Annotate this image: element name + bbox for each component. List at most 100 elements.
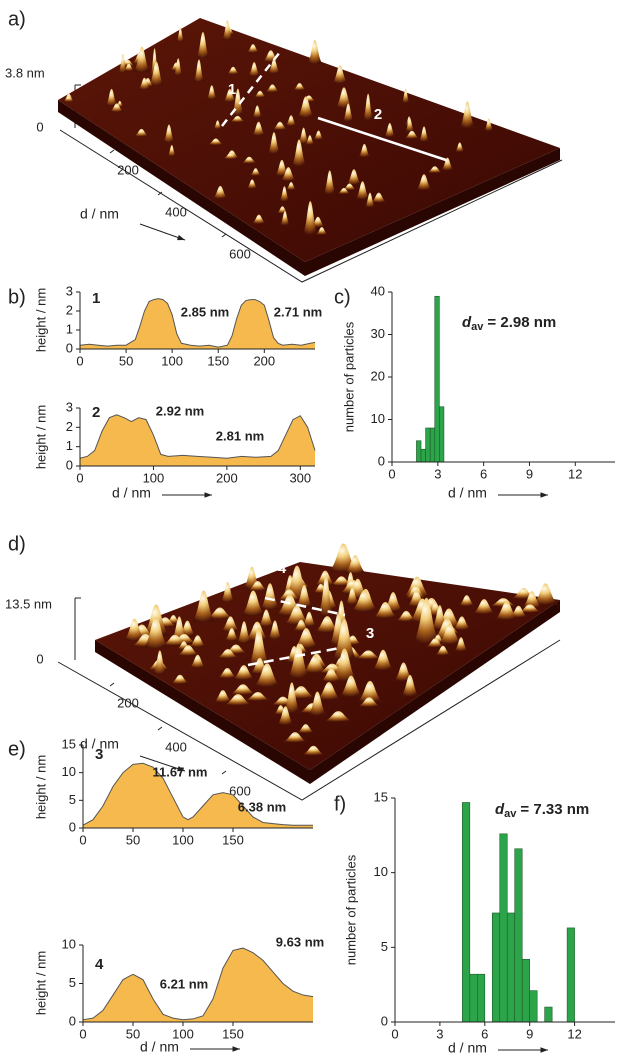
y-axis-label: height / nm: [33, 755, 48, 819]
surface-bump: [264, 84, 281, 93]
surface-bump: [220, 616, 241, 632]
surface-bump: [313, 130, 325, 140]
tick-label: 200: [117, 695, 139, 710]
x-tick-label: 0: [79, 832, 86, 847]
y-tick-label: 15: [62, 736, 76, 751]
x-tick-label: 150: [222, 1026, 244, 1041]
surface-bump: [212, 185, 229, 199]
y-tick-label: 2: [66, 302, 73, 317]
surface-bump: [370, 192, 387, 203]
surface-bump: [62, 95, 76, 102]
surface: [95, 562, 560, 770]
arrow-head: [232, 1046, 240, 1052]
panel-label: e): [8, 738, 26, 760]
surface-bump: [341, 183, 358, 190]
surface-bump: [301, 611, 317, 627]
surface-bump: [271, 121, 289, 130]
tick-mark: [157, 726, 163, 731]
arrow-head: [177, 766, 185, 772]
surface-bump: [138, 77, 151, 90]
z-label: 3.8 nm: [5, 65, 45, 80]
surface-bump: [400, 674, 420, 697]
surface-bump: [228, 115, 247, 123]
surface-bump: [296, 96, 315, 118]
surface-bump: [161, 634, 189, 646]
height-annotation: 6.21 nm: [160, 976, 208, 991]
surface-bump: [323, 170, 337, 195]
x-tick-label: 150: [222, 832, 244, 847]
y-tick-label: 10: [374, 864, 388, 879]
profile-line-label: 4: [278, 560, 287, 577]
histogram-bar: [544, 1006, 553, 1023]
x-tick-label: 100: [161, 353, 183, 368]
area-fill: [83, 948, 313, 1022]
y-tick-label: 15: [374, 789, 388, 804]
surface-bump: [205, 607, 235, 619]
surface-bump: [440, 157, 455, 171]
z-label: 13.5 nm: [5, 596, 52, 611]
arrow-head: [177, 234, 185, 241]
average-annotation: dav = 2.98 nm: [462, 314, 556, 333]
surface-bump: [142, 616, 170, 649]
x-tick-label: 200: [253, 353, 275, 368]
y-tick-label: 5: [69, 792, 76, 807]
surface-bump: [207, 138, 225, 145]
y-tick-label: 30: [371, 326, 385, 341]
surface-bump: [123, 618, 146, 641]
histogram-bar: [491, 912, 501, 1023]
surface-bump: [251, 121, 266, 136]
tick-mark: [109, 682, 115, 687]
surface-bump: [188, 635, 207, 648]
surface-bump: [350, 590, 379, 612]
x-tick-label: 0: [391, 1026, 398, 1041]
surface-bump: [283, 605, 311, 625]
panel-label: b): [8, 286, 26, 308]
surface-bump: [285, 181, 297, 190]
symbol: d: [495, 801, 505, 818]
surface-bump: [253, 663, 282, 687]
surface-bump: [331, 648, 358, 682]
x-tick-label: 100: [172, 1026, 194, 1041]
surface-bump: [320, 668, 343, 682]
surface-bump: [206, 85, 218, 100]
surface-bump: [118, 54, 128, 74]
surface-bump: [493, 601, 520, 620]
y-axis-label: height / nm: [33, 288, 48, 352]
surface-bump: [331, 618, 358, 661]
surface-bump: [283, 682, 301, 713]
subscript: av: [471, 321, 484, 333]
tick-label: 600: [229, 246, 251, 261]
surface-bump: [292, 619, 310, 631]
height-annotation: 2.85 nm: [181, 304, 229, 319]
surface-bump: [338, 675, 364, 697]
tick-mark: [221, 233, 227, 238]
histogram-bar: [462, 802, 471, 1023]
surface-bump: [251, 214, 267, 224]
surface-bump: [372, 602, 399, 619]
surface-bump: [267, 620, 283, 640]
surface-bump: [105, 88, 118, 106]
y-tick-label: 0: [378, 453, 385, 468]
surface-bump: [276, 706, 295, 725]
y-tick-label: 0: [381, 1013, 388, 1028]
surface-bump: [345, 587, 360, 605]
surface-bump: [251, 105, 263, 118]
profile-line: [79, 298, 316, 348]
surface-bump: [152, 650, 167, 675]
surface-bump: [331, 65, 349, 84]
histogram-bar: [506, 912, 516, 1023]
y-tick-label: 40: [371, 283, 385, 298]
profile-line-label: 3: [366, 625, 374, 642]
histogram-bar: [425, 427, 431, 463]
profile-line: [79, 414, 316, 459]
x-axis-label: d / nm: [112, 485, 151, 501]
y-tick-label: 2: [66, 419, 73, 434]
surface-bump: [404, 117, 415, 132]
surface-bump: [236, 621, 252, 644]
tick-label: 0: [36, 651, 43, 666]
x-tick-label: 12: [568, 466, 582, 481]
surface-bump: [521, 591, 543, 609]
y-tick-label: 5: [381, 939, 388, 954]
histogram-bar: [439, 406, 445, 463]
